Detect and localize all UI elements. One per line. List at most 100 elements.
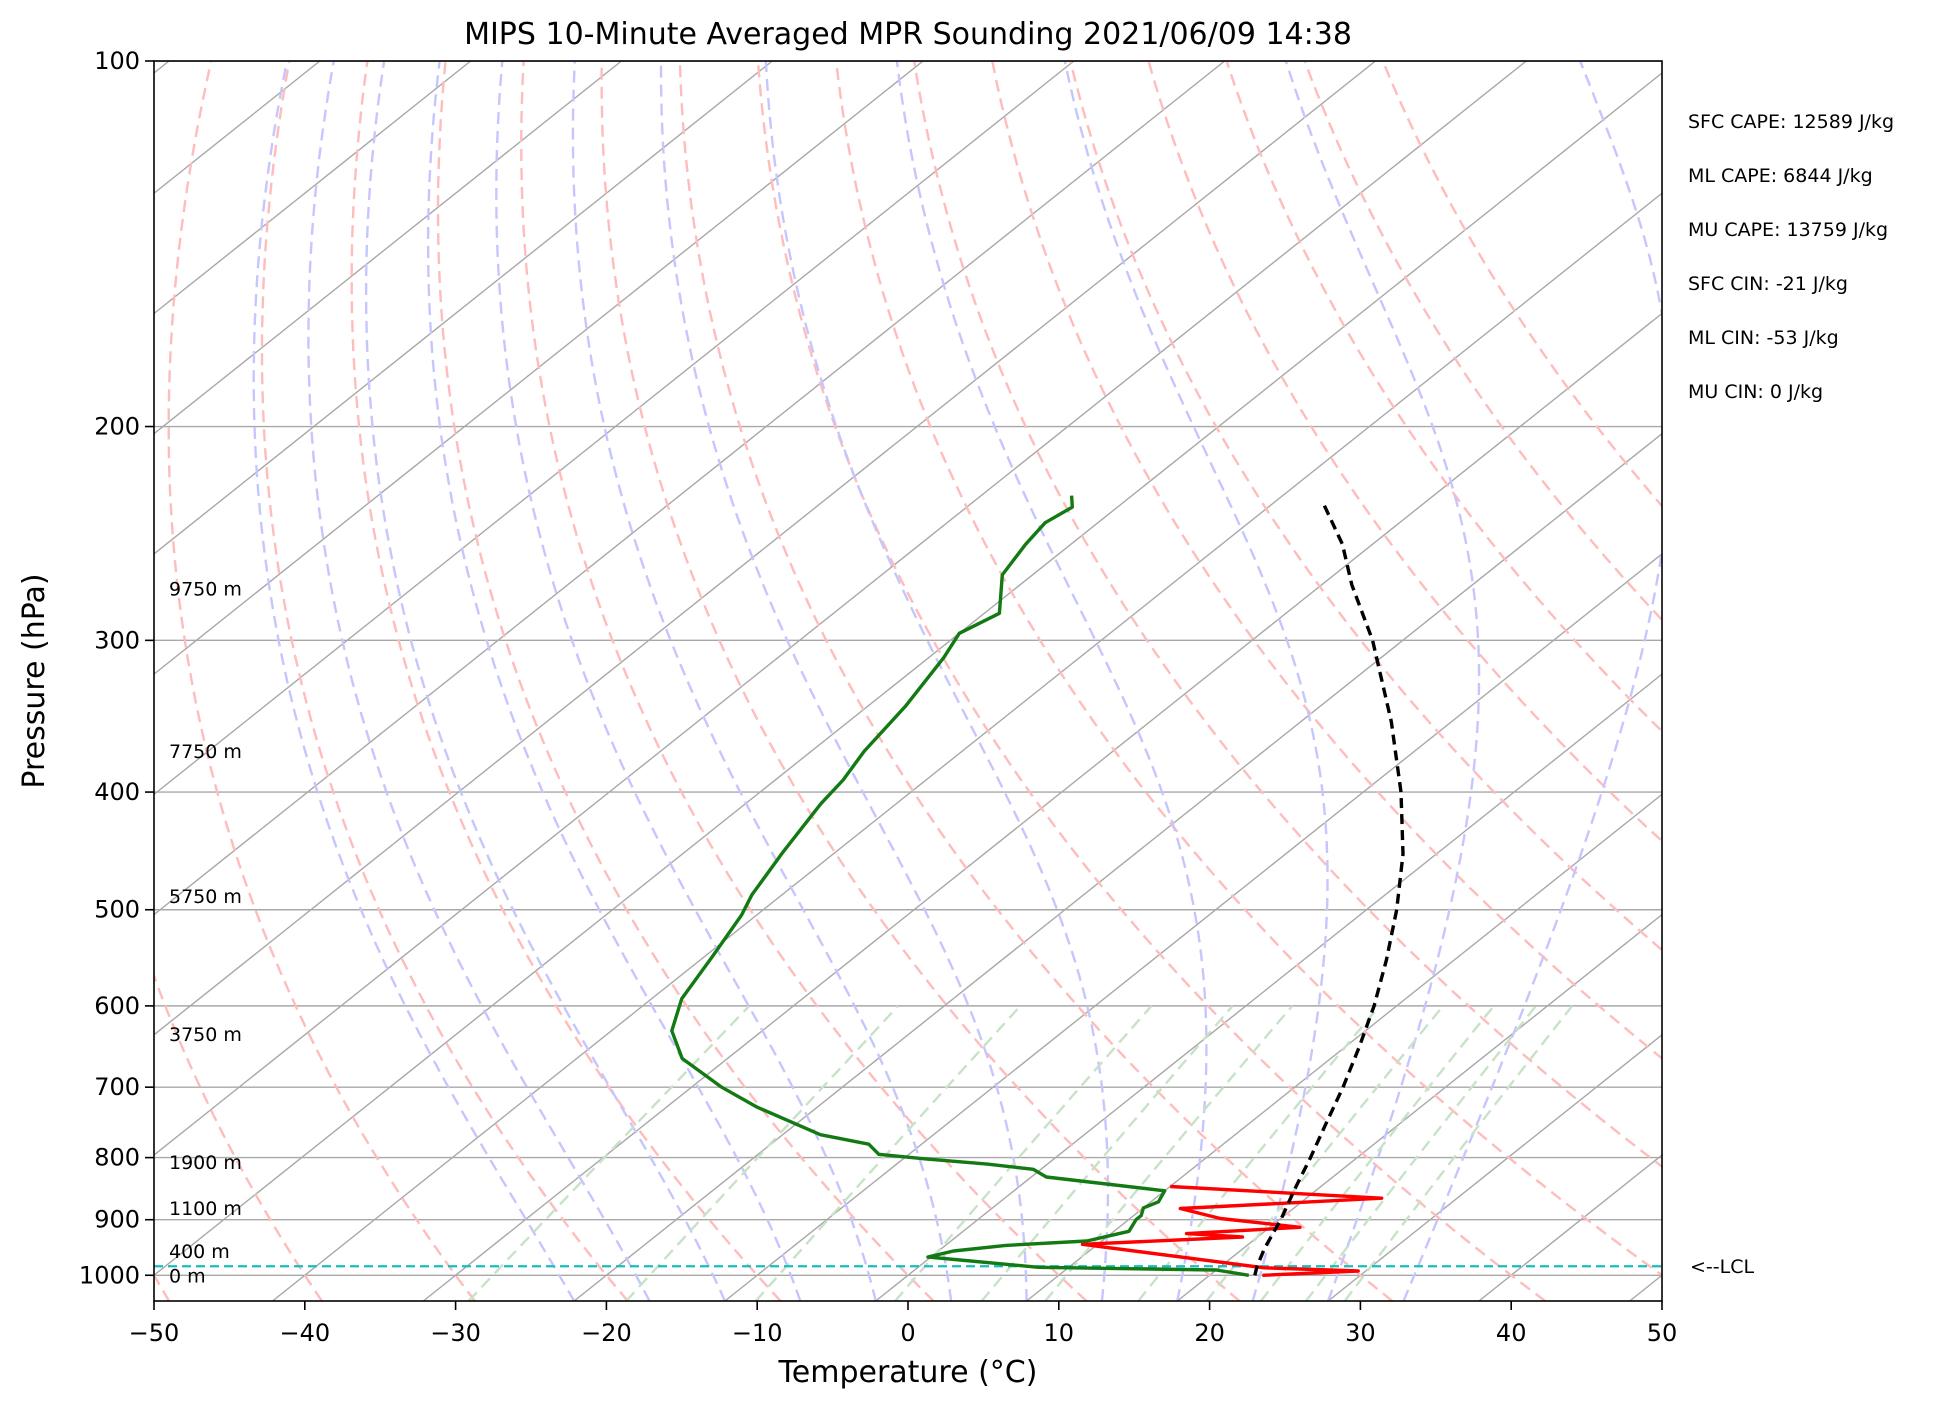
x-tick-label: 50 bbox=[1647, 1319, 1678, 1347]
moist-adiabat-line bbox=[659, 61, 1028, 1301]
dry-adiabat-line bbox=[678, 61, 1394, 1301]
dry-adiabat-line bbox=[154, 972, 323, 1301]
moist-adiabat-line bbox=[1402, 61, 1662, 1301]
height-label: 1100 m bbox=[169, 1198, 242, 1220]
dry-adiabat-line bbox=[600, 61, 1241, 1301]
mixing-ratio-line bbox=[754, 1005, 1022, 1301]
isotherm-line bbox=[154, 61, 1527, 1156]
x-tick-label: 30 bbox=[1345, 1319, 1376, 1347]
isotherm-line bbox=[154, 61, 1226, 916]
stat-line: SFC CIN: -21 J/kg bbox=[1688, 273, 1848, 295]
moist-adiabat-line bbox=[495, 61, 877, 1301]
isotherm-line bbox=[0, 61, 18, 1301]
dry-adiabat-line bbox=[1303, 61, 1662, 622]
y-tick-label: 700 bbox=[94, 1073, 140, 1101]
isotherm-line bbox=[154, 61, 773, 555]
mixing-ratio-line bbox=[894, 1005, 1153, 1301]
isotherm-line bbox=[1629, 1274, 1662, 1301]
moist-adiabat-line bbox=[1284, 61, 1481, 1301]
isotherm-line bbox=[724, 553, 1662, 1301]
height-label: 7750 m bbox=[169, 741, 242, 763]
dry-adiabat-line bbox=[167, 61, 476, 1301]
sounding-traces bbox=[154, 495, 1662, 1277]
lcl-label: <--LCL bbox=[1690, 1256, 1754, 1278]
y-tick-label: 400 bbox=[94, 778, 140, 806]
isotherm-line bbox=[1176, 913, 1662, 1301]
dry-adiabat-line bbox=[260, 61, 629, 1301]
mixing-ratio-line bbox=[467, 1005, 751, 1301]
dry-adiabat-line bbox=[1225, 61, 1662, 733]
x-axis-title: Temperature (°C) bbox=[778, 1355, 1038, 1390]
x-tick-label: −10 bbox=[732, 1319, 783, 1347]
height-label: 400 m bbox=[169, 1241, 230, 1263]
stat-line: MU CAPE: 13759 J/kg bbox=[1688, 219, 1888, 241]
y-axis: 100 200 300 400 500 600 700 800 900 1000 bbox=[79, 47, 154, 1289]
dry-adiabat-line bbox=[436, 61, 935, 1301]
y-tick-label: 600 bbox=[94, 992, 140, 1020]
isotherm-line bbox=[154, 61, 472, 315]
x-tick-label: −30 bbox=[430, 1319, 481, 1347]
y-tick-label: 100 bbox=[94, 47, 140, 75]
y-tick-label: 800 bbox=[94, 1144, 140, 1172]
moist-adiabat-line bbox=[571, 61, 953, 1301]
dry-adiabat-line bbox=[913, 61, 1662, 1169]
x-axis: −50 −40 −30 −20 −10 0 10 20 30 40 50 bbox=[129, 1301, 1678, 1347]
isotherm-line bbox=[422, 312, 1662, 1301]
moist-adiabat-line bbox=[364, 61, 726, 1301]
isotherm-line bbox=[1026, 793, 1662, 1301]
isotherm-line bbox=[154, 61, 924, 676]
mixing-ratio-line bbox=[1305, 1005, 1537, 1301]
dry-adiabat-line bbox=[991, 61, 1662, 1060]
y-tick-label: 1000 bbox=[79, 1261, 140, 1289]
chart-title: MIPS 10-Minute Averaged MPR Sounding 202… bbox=[464, 17, 1352, 52]
parcel-trace bbox=[1253, 504, 1405, 1276]
isotherm-line bbox=[154, 72, 1662, 1277]
dry-adiabat-line bbox=[1147, 61, 1662, 843]
isotherm-line bbox=[272, 192, 1662, 1301]
isotherm-line bbox=[1327, 1033, 1662, 1301]
x-tick-label: 40 bbox=[1496, 1319, 1527, 1347]
isotherm-line bbox=[154, 61, 1075, 796]
isotherm-line bbox=[875, 673, 1662, 1301]
moist-adiabat-line bbox=[1063, 61, 1329, 1301]
mixing-ratio-line bbox=[1343, 1005, 1574, 1301]
height-label: 3750 m bbox=[169, 1024, 242, 1046]
y-tick-label: 200 bbox=[94, 413, 140, 441]
x-tick-label: 20 bbox=[1194, 1319, 1225, 1347]
y-tick-label: 300 bbox=[94, 626, 140, 654]
height-label: 9750 m bbox=[169, 579, 242, 601]
x-tick-label: −50 bbox=[129, 1319, 180, 1347]
isotherm-line bbox=[154, 61, 1376, 1036]
dry-adiabat-line bbox=[350, 61, 782, 1301]
stat-line: ML CIN: -53 J/kg bbox=[1688, 327, 1839, 349]
moist-adiabat-line bbox=[764, 61, 1110, 1301]
isotherm-line bbox=[154, 61, 622, 435]
dry-adiabat-line bbox=[519, 61, 1088, 1301]
x-tick-label: 0 bbox=[900, 1319, 915, 1347]
isotherm-line bbox=[573, 432, 1662, 1301]
x-tick-label: −40 bbox=[279, 1319, 330, 1347]
temperature-trace bbox=[1080, 1184, 1384, 1277]
dry-adiabat-line bbox=[1381, 61, 1662, 508]
moist-adiabat-line bbox=[252, 61, 576, 1301]
y-tick-label: 500 bbox=[94, 896, 140, 924]
stability-indices: SFC CAPE: 12589 J/kg ML CAPE: 6844 J/kg MU… bbox=[1688, 111, 1894, 403]
x-tick-label: 10 bbox=[1044, 1319, 1075, 1347]
moist-adiabat-line bbox=[307, 61, 651, 1301]
moist-adiabat-line bbox=[426, 61, 802, 1301]
height-label: 5750 m bbox=[169, 886, 242, 908]
dewpoint-trace bbox=[670, 495, 1250, 1277]
moist-adiabat-line bbox=[895, 61, 1208, 1301]
y-axis-title: Pressure (hPa) bbox=[17, 573, 52, 788]
background-reference-lines bbox=[0, 61, 1662, 1301]
mixing-ratio-line bbox=[1205, 1005, 1445, 1301]
mixing-ratio-line bbox=[1137, 1005, 1381, 1301]
x-tick-label: −20 bbox=[581, 1319, 632, 1347]
height-label: 1900 m bbox=[169, 1152, 242, 1174]
stat-line: ML CAPE: 6844 J/kg bbox=[1688, 165, 1873, 187]
mixing-ratio-line bbox=[1044, 1005, 1294, 1301]
height-label: 0 m bbox=[169, 1265, 206, 1287]
stat-line: SFC CAPE: 12589 J/kg bbox=[1688, 111, 1894, 133]
